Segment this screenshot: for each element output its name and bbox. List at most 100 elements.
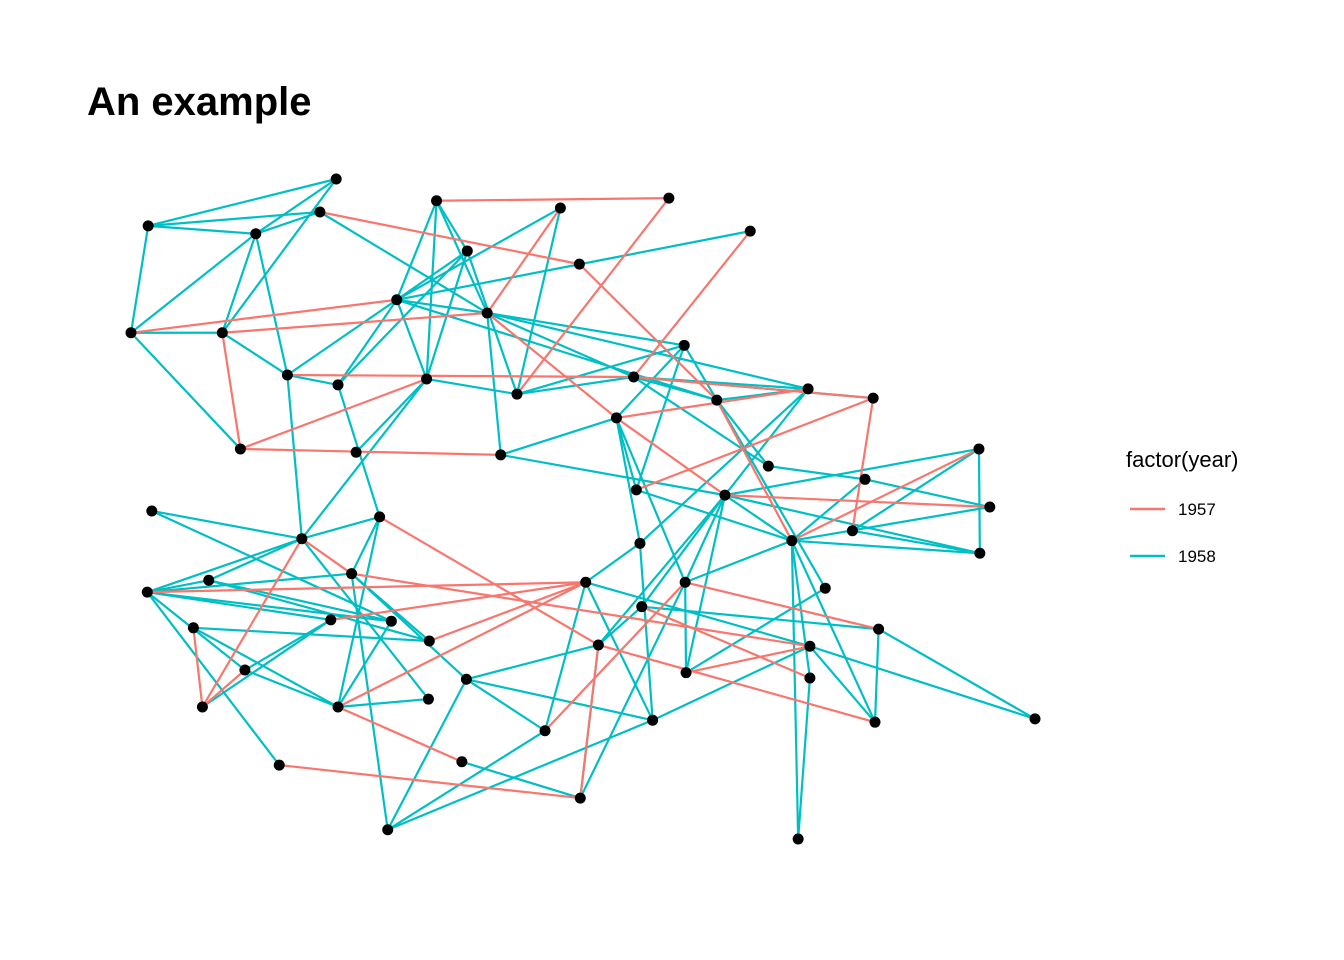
node — [141, 586, 153, 598]
edge — [387, 719, 654, 831]
node — [196, 701, 208, 713]
edge — [221, 331, 288, 376]
node — [680, 667, 692, 679]
edge — [635, 397, 874, 491]
edge — [684, 539, 793, 584]
edge — [255, 210, 321, 235]
legend-label: 1957 — [1178, 500, 1216, 519]
node — [663, 192, 675, 204]
edge — [873, 629, 880, 723]
node — [495, 449, 507, 461]
node — [385, 615, 397, 627]
edge — [350, 516, 381, 575]
edge — [486, 312, 618, 419]
node — [762, 460, 774, 472]
node — [325, 614, 337, 626]
edge — [615, 417, 642, 544]
node — [580, 576, 592, 588]
node — [846, 525, 858, 537]
edge — [585, 542, 641, 584]
edge — [543, 581, 587, 732]
edge — [791, 447, 980, 542]
edge — [684, 494, 726, 583]
node — [460, 673, 472, 685]
node — [984, 501, 996, 513]
edge — [640, 494, 726, 608]
node — [1029, 713, 1041, 725]
edge — [319, 211, 488, 314]
edge — [579, 644, 600, 799]
edge — [791, 539, 980, 555]
node — [456, 756, 468, 768]
edge — [852, 529, 981, 555]
edge — [791, 505, 990, 542]
edge — [633, 375, 718, 402]
edge — [724, 447, 980, 497]
edge — [337, 620, 393, 708]
edge — [301, 537, 353, 575]
edge — [396, 298, 488, 315]
edge — [791, 478, 866, 542]
node — [610, 412, 622, 424]
node — [859, 473, 871, 485]
edge — [797, 677, 812, 840]
edge — [715, 399, 793, 542]
node — [346, 568, 358, 580]
edge — [201, 669, 246, 708]
edge — [685, 645, 811, 674]
edge — [486, 311, 809, 390]
edge — [146, 591, 281, 766]
node — [234, 443, 246, 455]
edge — [244, 669, 339, 709]
node — [869, 716, 881, 728]
edge — [466, 250, 519, 395]
node — [314, 206, 326, 218]
node — [719, 489, 731, 501]
edge — [355, 378, 428, 454]
node — [281, 369, 293, 381]
edge — [379, 515, 599, 646]
edge — [615, 417, 726, 497]
node — [421, 373, 433, 385]
edge — [790, 540, 800, 840]
edge — [146, 537, 303, 594]
edge — [286, 374, 303, 539]
edge — [685, 587, 826, 674]
edges — [129, 177, 1036, 840]
edge — [715, 399, 827, 589]
edge — [396, 207, 561, 301]
edge — [809, 645, 1036, 720]
edge — [396, 230, 751, 301]
node — [802, 383, 814, 395]
edge — [426, 377, 518, 396]
node — [873, 623, 885, 635]
edge — [641, 605, 879, 631]
node — [678, 339, 690, 351]
edge — [286, 298, 398, 376]
node — [239, 664, 251, 676]
node — [142, 220, 154, 232]
node — [350, 446, 362, 458]
edge — [255, 178, 337, 235]
node — [382, 824, 394, 836]
node — [804, 640, 816, 652]
edge — [395, 200, 438, 301]
edge — [500, 416, 617, 456]
edge — [130, 232, 257, 334]
node — [461, 245, 473, 257]
edge — [337, 299, 398, 386]
node — [216, 327, 228, 339]
edge — [465, 678, 546, 732]
edge — [466, 643, 599, 681]
edge — [221, 233, 257, 334]
node — [636, 601, 648, 613]
node — [592, 639, 604, 651]
node — [819, 582, 831, 594]
edge — [632, 230, 752, 378]
edge — [151, 509, 303, 540]
edges — [130, 197, 990, 800]
node — [804, 672, 816, 684]
edge — [878, 628, 1036, 720]
edge — [350, 572, 468, 681]
